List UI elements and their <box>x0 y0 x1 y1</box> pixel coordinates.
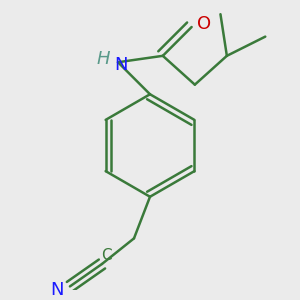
Text: N: N <box>114 56 128 74</box>
Text: O: O <box>197 15 212 33</box>
Text: H: H <box>97 50 110 68</box>
Text: N: N <box>50 280 64 298</box>
Text: C: C <box>101 248 112 263</box>
